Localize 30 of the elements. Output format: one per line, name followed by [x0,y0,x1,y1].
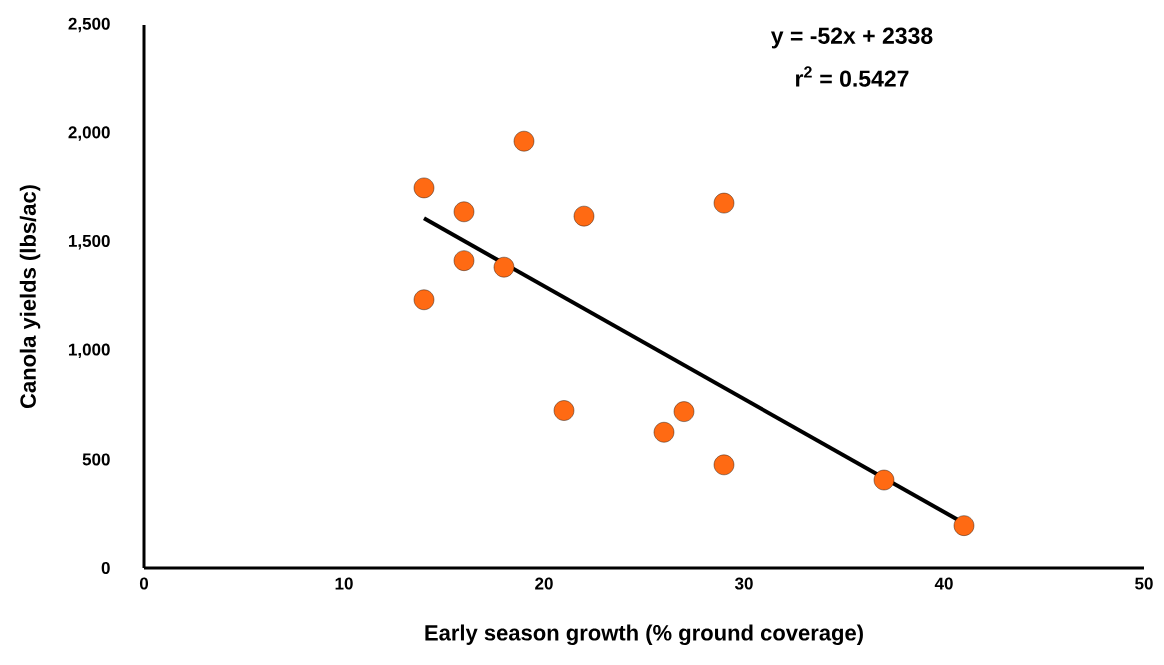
point [413,289,435,310]
point [673,401,695,422]
x-tick-label: 30 [734,577,753,590]
point [413,177,435,199]
y-tick-label: 2,500 [68,17,110,33]
point [873,469,895,491]
point [453,250,475,271]
y-tick-label: 0 [101,561,110,575]
point [553,400,575,421]
annotation: r$^{2}$ = 0.5427 [796,66,909,87]
point [493,256,515,278]
point [713,454,735,476]
y-axis-title: Canola yields (lbs/ac) [19,185,41,409]
y-tick-label: 1,500 [68,234,110,250]
y-tick-label: 2,000 [68,126,110,141]
annotation: y = -52x + 2338 [770,27,933,49]
point [573,205,595,227]
y-tick-label: 1,000 [68,343,110,359]
x-tick-label: 20 [535,577,553,590]
x-tick-label: 0 [139,577,149,590]
x-tick-label: 10 [335,577,353,590]
x-axis-title: Early season growth (% ground coverage) [425,624,863,646]
point [713,192,735,214]
point [653,422,675,443]
point [453,201,475,222]
y-tick-label: 500 [82,453,110,466]
x-tick-label: 50 [1135,577,1153,590]
point [953,515,975,536]
x-tick-label: 40 [934,577,953,590]
point [513,131,535,152]
